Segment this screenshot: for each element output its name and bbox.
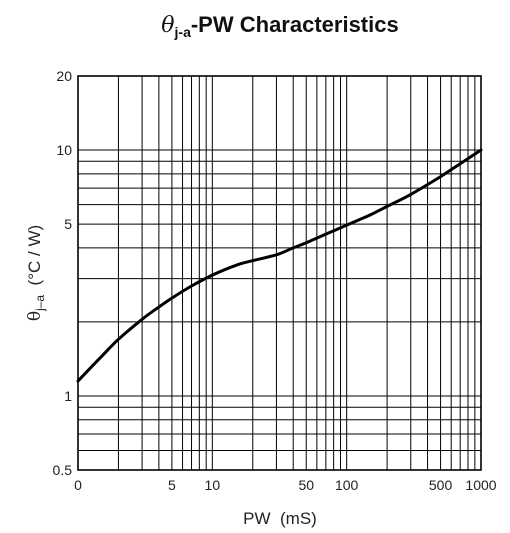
- x-tick-label: 50: [298, 477, 314, 493]
- chart-title-subscript: j-a: [174, 24, 192, 40]
- x-tick-label: 5: [168, 477, 176, 493]
- chart-title: θj-a-PW Characteristics: [161, 12, 398, 40]
- x-tick-label: 500: [429, 477, 453, 493]
- y-tick-label: 0.5: [53, 462, 73, 478]
- chart-title-symbol: θ: [161, 13, 174, 38]
- x-tick-labels: 0 5 10 50 100 500 1000: [74, 477, 497, 493]
- y-axis-title-subscript: j–a: [33, 295, 47, 312]
- x-tick-label: 0: [74, 477, 82, 493]
- chart-title-rest: -PW Characteristics: [191, 12, 399, 37]
- plot-frame: [77, 75, 482, 471]
- y-axis-title: θj–a (°C / W): [25, 225, 47, 321]
- y-axis-title-rest: (°C / W): [25, 225, 44, 295]
- y-tick-label: 10: [56, 142, 72, 158]
- y-tick-label: 1: [64, 388, 72, 404]
- y-tick-label: 5: [64, 216, 72, 232]
- series-curve: [76, 148, 483, 383]
- grid: [78, 76, 481, 470]
- x-tick-label: 100: [335, 477, 359, 493]
- x-tick-label: 10: [205, 477, 221, 493]
- x-axis-title: PW (mS): [243, 509, 317, 528]
- x-tick-label: 1000: [465, 477, 496, 493]
- y-axis-title-symbol: θ: [25, 311, 45, 321]
- y-tick-labels: 0.5 1 5 10 20: [53, 68, 73, 478]
- y-tick-label: 20: [56, 68, 72, 84]
